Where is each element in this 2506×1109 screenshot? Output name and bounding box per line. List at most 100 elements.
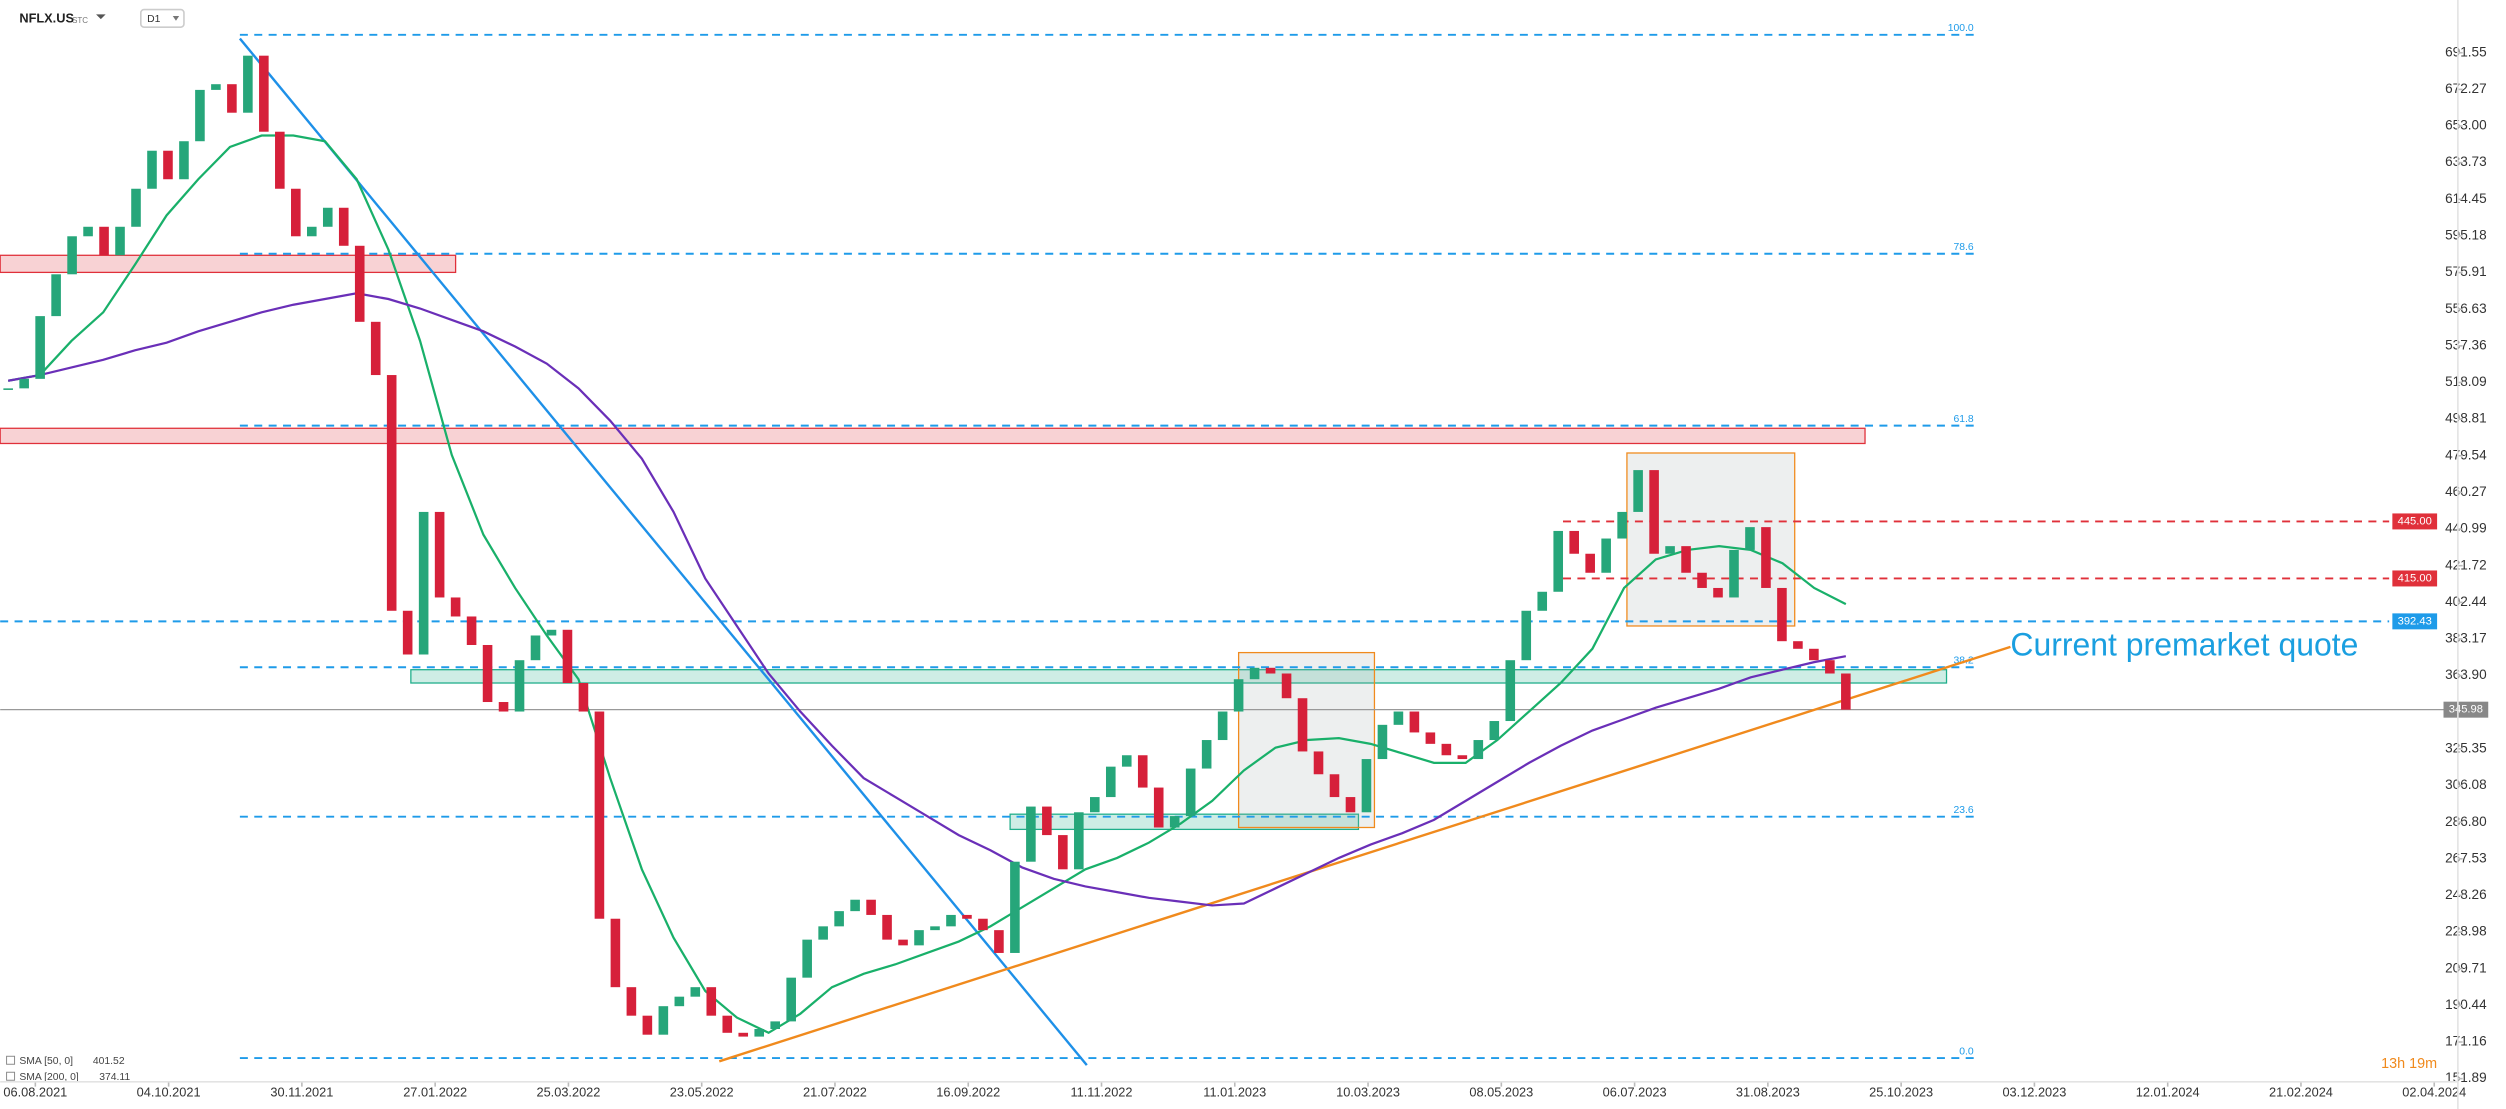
candle (354, 245, 365, 322)
candle (1026, 806, 1036, 862)
candle (1473, 740, 1484, 760)
candle (19, 378, 29, 389)
candle (275, 131, 285, 189)
candle (147, 150, 157, 189)
candle (1137, 755, 1148, 788)
candle (770, 1021, 780, 1029)
y-tick-label: 190.44 (2445, 997, 2487, 1012)
candle (578, 683, 589, 712)
candle (1058, 835, 1068, 870)
candle (115, 226, 125, 256)
fib-label: 23.6 (1953, 805, 1973, 816)
candle (1121, 755, 1132, 767)
y-tick-label: 286.80 (2445, 814, 2487, 829)
candle (243, 55, 253, 113)
y-tick-label: 537.36 (2445, 337, 2487, 352)
candle (1521, 610, 1532, 661)
candle (1745, 527, 1755, 550)
candle (802, 939, 812, 978)
x-tick-label: 30.11.2021 (270, 1084, 333, 1099)
sma-line (7, 292, 1847, 907)
legend-name: SMA [200, 0] (19, 1072, 79, 1083)
candle (1377, 724, 1388, 760)
candle (418, 511, 429, 655)
candle (51, 274, 61, 317)
candle (1457, 755, 1468, 760)
x-tick-label: 08.05.2023 (1469, 1084, 1533, 1099)
y-tick-label: 595.18 (2445, 228, 2487, 243)
candle (211, 84, 221, 90)
y-tick-label: 498.81 (2445, 411, 2487, 426)
candle (562, 629, 573, 684)
candle (962, 914, 972, 919)
x-tick-label: 12.01.2024 (2136, 1084, 2200, 1099)
legend-icon (6, 1055, 16, 1065)
candle (1297, 698, 1308, 752)
countdown: 13h 19m (2381, 1056, 2437, 1072)
candle (530, 635, 541, 661)
candle (706, 987, 717, 1016)
candle (338, 207, 349, 246)
x-tick-label: 21.07.2022 (803, 1084, 867, 1099)
candle (1090, 797, 1100, 813)
candle (402, 610, 413, 655)
candle (322, 207, 333, 227)
candle (1601, 538, 1611, 573)
price-box (2443, 701, 2489, 718)
candle (1681, 546, 1691, 573)
y-tick-label: 267.53 (2445, 850, 2487, 865)
candle (291, 188, 301, 237)
dropdown-arrow[interactable] (172, 15, 180, 21)
sma-line (7, 134, 1847, 1035)
candle (834, 911, 844, 927)
x-tick-label: 06.08.2021 (3, 1084, 67, 1099)
candle (386, 375, 397, 611)
level-label: 445.00 (2398, 515, 2432, 527)
candle (227, 84, 237, 113)
candle (1633, 470, 1643, 512)
candle (83, 226, 93, 237)
dropdown-arrow[interactable] (96, 14, 106, 20)
candle (163, 150, 173, 180)
y-tick-label: 228.98 (2445, 924, 2487, 939)
candle (99, 226, 109, 256)
x-tick-label: 11.01.2023 (1203, 1084, 1266, 1099)
candle (610, 918, 621, 988)
candle (1169, 816, 1180, 828)
level-box (2392, 613, 2438, 630)
candle (1665, 546, 1675, 554)
candle (1585, 553, 1595, 573)
y-tick-label: 633.73 (2445, 154, 2487, 169)
candle (1153, 787, 1164, 828)
x-tick-label: 31.08.2023 (1736, 1084, 1800, 1099)
timeframe[interactable]: D1 (147, 14, 160, 25)
candle (1489, 721, 1500, 741)
y-tick-label: 518.09 (2445, 374, 2487, 389)
legend-value: 374.11 (99, 1072, 130, 1083)
level-box (2392, 513, 2438, 530)
candle (914, 930, 924, 946)
y-tick-label: 653.00 (2445, 118, 2487, 133)
fib-label: 78.6 (1953, 242, 1973, 253)
candle (498, 702, 509, 712)
candle (1825, 660, 1835, 674)
candle (306, 226, 317, 237)
y-tick-label: 556.63 (2445, 301, 2487, 316)
candle (1345, 797, 1356, 813)
y-tick-label: 691.55 (2445, 44, 2487, 59)
candle (35, 316, 45, 379)
timeframe-box[interactable] (140, 8, 185, 28)
candle (1793, 641, 1803, 649)
candle (1105, 766, 1116, 798)
candle (978, 918, 988, 931)
candle (1185, 768, 1196, 817)
zone (0, 427, 1866, 445)
symbol[interactable]: NFLX.US (19, 11, 74, 26)
candle (546, 629, 557, 636)
trendline (238, 37, 1088, 1066)
x-tick-label: 03.12.2023 (2002, 1084, 2066, 1099)
candle (1729, 549, 1739, 598)
y-tick-label: 248.26 (2445, 887, 2487, 902)
candle (1074, 812, 1084, 870)
